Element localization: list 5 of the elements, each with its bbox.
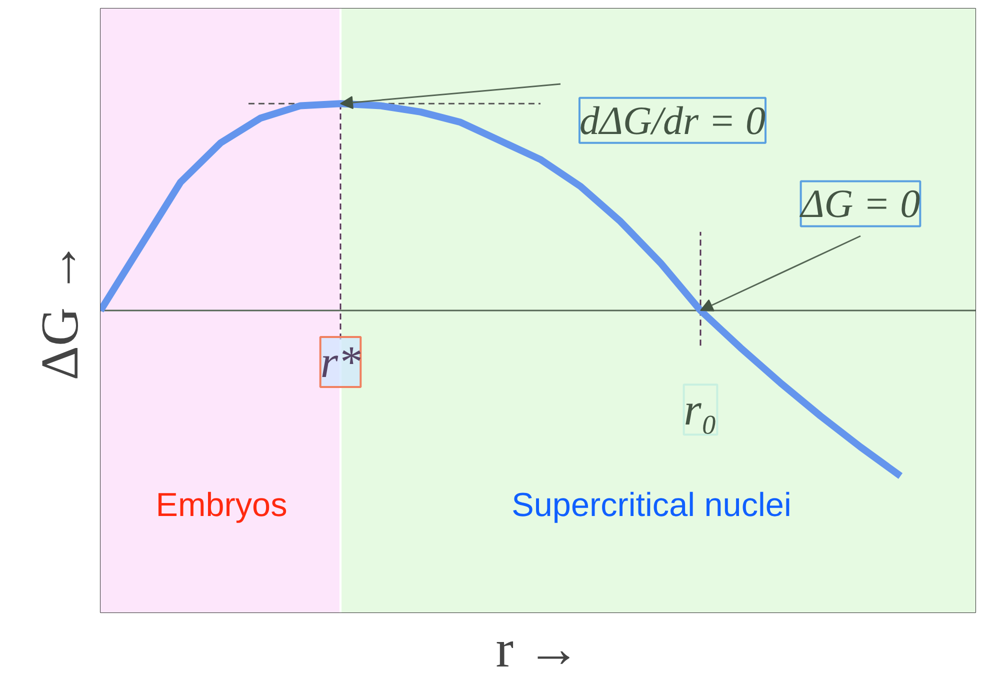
- annotation: r₀: [684, 384, 718, 435]
- x-axis-title: r →: [496, 618, 580, 678]
- text: Embryos: [156, 487, 288, 524]
- y-axis-title: ΔG →: [30, 240, 90, 380]
- text: Supercritical nuclei: [512, 487, 792, 524]
